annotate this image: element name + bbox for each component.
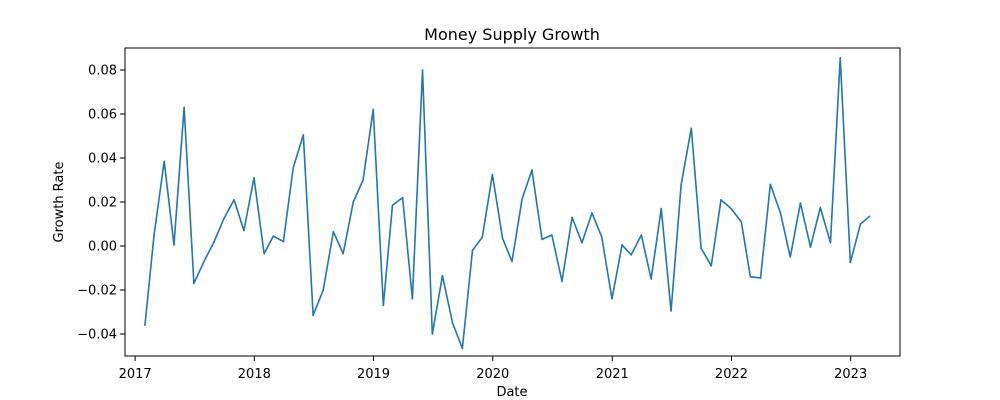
data-point — [253, 177, 255, 179]
data-point — [332, 230, 335, 233]
data-point — [551, 234, 553, 236]
data-point — [571, 216, 573, 219]
data-point — [720, 199, 722, 201]
data-point — [431, 333, 434, 335]
data-point — [660, 207, 663, 210]
data-point — [779, 212, 782, 214]
data-point — [411, 298, 414, 300]
data-point — [163, 160, 165, 163]
x-tick-label: 2019 — [357, 367, 390, 382]
y-axis: −0.04 −0.02 0.00 0.02 0.04 0.06 0.08 — [77, 64, 125, 343]
x-axis: 2017 2018 2019 2020 2021 2022 2023 — [119, 356, 867, 382]
data-point — [183, 106, 185, 109]
data-point — [611, 298, 613, 300]
y-tick-label: 0.08 — [88, 64, 117, 79]
data-point — [491, 173, 494, 176]
data-point — [471, 249, 474, 252]
y-tick-label: 0.02 — [88, 196, 117, 211]
data-point — [621, 244, 623, 246]
data-point — [531, 169, 533, 171]
data-point — [282, 240, 285, 243]
data-point — [352, 201, 355, 203]
data-point — [829, 241, 832, 244]
data-point — [839, 57, 842, 59]
y-tick-label: −0.04 — [77, 328, 117, 343]
data-point — [591, 212, 593, 214]
data-point — [441, 274, 444, 277]
data-point — [650, 278, 652, 280]
data-point — [710, 265, 713, 267]
plot-frame — [124, 47, 901, 357]
series-line — [144, 57, 871, 350]
data-point — [640, 234, 643, 236]
data-point — [193, 282, 195, 285]
data-point — [173, 244, 175, 246]
data-point — [789, 256, 792, 258]
data-point — [144, 324, 146, 327]
data-point — [421, 69, 424, 71]
data-point — [849, 261, 852, 264]
x-tick-label: 2018 — [238, 367, 271, 382]
data-point — [730, 207, 732, 210]
data-point — [511, 260, 513, 263]
data-point — [601, 236, 603, 238]
data-point — [213, 240, 215, 243]
data-point — [233, 199, 235, 201]
data-point — [292, 167, 294, 169]
x-tick-label: 2022 — [715, 367, 748, 382]
x-axis-label: Date — [496, 385, 527, 400]
data-point — [362, 179, 364, 181]
data-point — [223, 217, 225, 220]
data-point — [740, 221, 743, 223]
x-tick-label: 2017 — [119, 367, 152, 382]
data-point — [759, 277, 762, 279]
y-tick-label: −0.02 — [77, 284, 117, 299]
data-point — [272, 235, 275, 237]
data-point — [700, 247, 702, 249]
y-tick-label: 0.06 — [88, 108, 117, 123]
data-point — [581, 241, 583, 244]
data-point — [342, 252, 344, 255]
y-axis-label: Growth Rate — [52, 162, 67, 243]
data-point — [868, 215, 871, 218]
data-point — [819, 206, 822, 209]
data-point — [859, 223, 862, 225]
data-point — [521, 197, 523, 200]
data-point — [401, 196, 404, 199]
data-point — [153, 234, 155, 236]
x-tick-label: 2023 — [834, 367, 867, 382]
data-point — [461, 347, 464, 350]
data-point — [263, 252, 265, 255]
data-point — [769, 183, 772, 186]
data-point — [312, 314, 314, 317]
data-point — [561, 280, 563, 283]
data-point — [481, 236, 484, 238]
data-point — [382, 304, 385, 307]
data-point — [690, 127, 693, 130]
data-point — [630, 254, 633, 256]
y-tick-label: 0.00 — [88, 240, 117, 255]
data-point — [372, 108, 375, 111]
x-tick-label: 2020 — [476, 367, 509, 382]
data-point — [501, 237, 504, 240]
data-point — [451, 322, 454, 324]
data-point — [799, 202, 802, 204]
data-point — [203, 260, 205, 263]
data-point — [391, 204, 394, 207]
x-tick-label: 2021 — [596, 367, 629, 382]
chart-title: Money Supply Growth — [424, 25, 600, 44]
y-tick-label: 0.04 — [88, 152, 117, 167]
data-point — [670, 310, 672, 312]
data-point — [243, 229, 245, 232]
data-point — [322, 289, 325, 291]
plot-area — [124, 47, 901, 357]
data-point — [809, 246, 812, 248]
data-point — [302, 134, 305, 136]
data-point — [749, 276, 752, 278]
data-point — [541, 238, 543, 241]
data-point — [680, 183, 682, 186]
